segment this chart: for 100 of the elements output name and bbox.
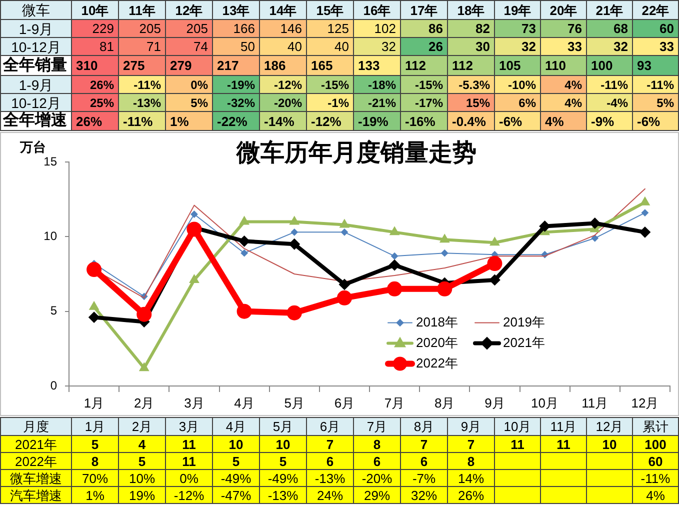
point (639, 226, 650, 238)
data-label: -20% (362, 470, 392, 486)
data-label: 205 (139, 21, 161, 36)
x-tick-label: 11月 (582, 395, 608, 410)
data-label: 29% (364, 488, 390, 502)
data-label: 112 (405, 58, 426, 73)
data-label: -12% (274, 78, 302, 92)
x-tick-label: 18年 (457, 2, 485, 18)
data-label: -22% (217, 114, 248, 128)
legend-label: 2022年 (416, 355, 458, 370)
data-label: -17% (414, 96, 443, 110)
data-label: 7 (420, 436, 428, 452)
x-tick-label: 12年 (175, 2, 203, 18)
point (340, 228, 348, 236)
x-tick-label: 15年 (316, 2, 344, 18)
point (189, 274, 200, 283)
x-tick-label: 7月 (384, 395, 405, 410)
data-label: 100 (644, 436, 666, 452)
data-label: -14% (264, 114, 294, 128)
data-label: 82 (476, 21, 490, 36)
point (336, 290, 352, 306)
point (190, 210, 198, 218)
x-tick-label: 13年 (222, 2, 250, 18)
x-tick-label: 11年 (128, 2, 156, 18)
y-tick-label: 10 (44, 228, 58, 243)
data-label: 133 (358, 58, 380, 73)
data-label: 7 (326, 436, 334, 452)
point (88, 312, 100, 323)
data-label: 205 (186, 21, 208, 36)
y-axis-title: 月度 (23, 419, 49, 434)
point (387, 281, 402, 296)
x-tick-label: 14年 (269, 2, 297, 18)
data-label: 8 (91, 454, 99, 468)
y-tick-label: 10-12月 (11, 38, 61, 54)
data-label: 4% (646, 488, 665, 502)
x-tick-label: 10月 (531, 395, 559, 410)
data-label: -11% (123, 114, 153, 128)
data-label: -11% (600, 78, 628, 92)
data-label: -11% (646, 78, 674, 92)
data-label: -9% (591, 114, 614, 128)
x-tick-label: 20年 (550, 2, 578, 18)
x-tick-label: 9月 (484, 395, 505, 410)
data-label: 4% (564, 96, 582, 110)
data-label: -13% (132, 96, 161, 110)
point (489, 274, 500, 286)
x-tick-label: 22年 (642, 2, 670, 18)
x-tick-label: 8月 (434, 395, 455, 410)
x-tick-label: 1月 (84, 419, 106, 434)
point (441, 250, 448, 257)
data-label: -16% (405, 114, 436, 128)
data-label: 15% (466, 96, 490, 110)
y-tick-label: 汽车增速 (10, 488, 62, 502)
data-label: 10% (128, 470, 156, 486)
data-label: 100 (591, 58, 613, 73)
data-label: -12% (174, 488, 204, 502)
data-label: -10% (508, 78, 536, 92)
data-label: 4 (138, 436, 146, 452)
data-label: 6% (518, 96, 536, 110)
x-tick-label: 5月 (284, 395, 304, 410)
point (288, 238, 300, 250)
chart-title: 微车历年月度销量走势 (235, 140, 476, 167)
y-tick-label: 1-9月 (18, 76, 54, 92)
y-axis-title: 万台 (19, 140, 46, 155)
data-label: -4% (606, 96, 628, 110)
data-label: 74 (194, 39, 208, 54)
data-label: 10 (228, 436, 244, 452)
x-tick-label: 4月 (234, 395, 254, 410)
data-label: 1% (86, 488, 104, 502)
x-tick-label: 1月 (84, 395, 104, 410)
data-label: 105 (499, 58, 521, 73)
data-label: -11% (640, 470, 670, 486)
data-label: 73 (522, 21, 536, 36)
data-label: 0% (190, 78, 208, 92)
point (286, 305, 302, 320)
data-label: 102 (374, 21, 396, 36)
data-label: 93 (637, 58, 652, 73)
data-label: 4% (545, 114, 564, 128)
data-label: 76 (568, 21, 582, 36)
point (539, 220, 550, 232)
y-tick-label: 2021年 (15, 436, 57, 452)
data-label: -15% (414, 78, 443, 92)
data-label: 110 (545, 58, 566, 73)
data-label: 146 (280, 21, 302, 36)
x-tick-label: 2月 (134, 395, 154, 410)
data-label: 5 (91, 436, 99, 452)
point (390, 226, 400, 236)
y-tick-label: 10-12月 (11, 94, 61, 110)
data-label: 5 (279, 454, 287, 468)
x-tick-label: 5月 (272, 419, 294, 434)
legend-label: 2019年 (503, 314, 545, 330)
point (591, 234, 598, 242)
data-label: 8 (373, 436, 381, 452)
data-label: 6 (373, 454, 381, 468)
x-tick-label: 12月 (596, 419, 624, 434)
data-label: 8 (467, 454, 475, 468)
point (440, 234, 450, 243)
y-tick-label: 1-9月 (18, 20, 54, 36)
x-tick-label: 9月 (460, 419, 482, 434)
data-label: 6 (326, 454, 334, 468)
data-label: -13% (268, 488, 298, 502)
